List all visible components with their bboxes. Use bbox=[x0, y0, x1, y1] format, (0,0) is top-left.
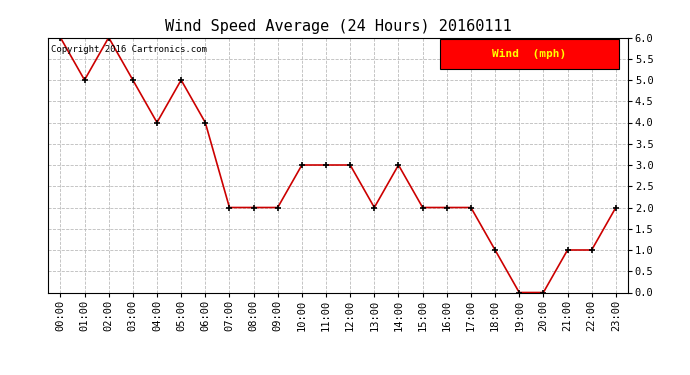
Text: Wind  (mph): Wind (mph) bbox=[492, 49, 566, 59]
FancyBboxPatch shape bbox=[440, 39, 619, 69]
Title: Wind Speed Average (24 Hours) 20160111: Wind Speed Average (24 Hours) 20160111 bbox=[165, 18, 511, 33]
Text: Copyright 2016 Cartronics.com: Copyright 2016 Cartronics.com bbox=[51, 45, 207, 54]
